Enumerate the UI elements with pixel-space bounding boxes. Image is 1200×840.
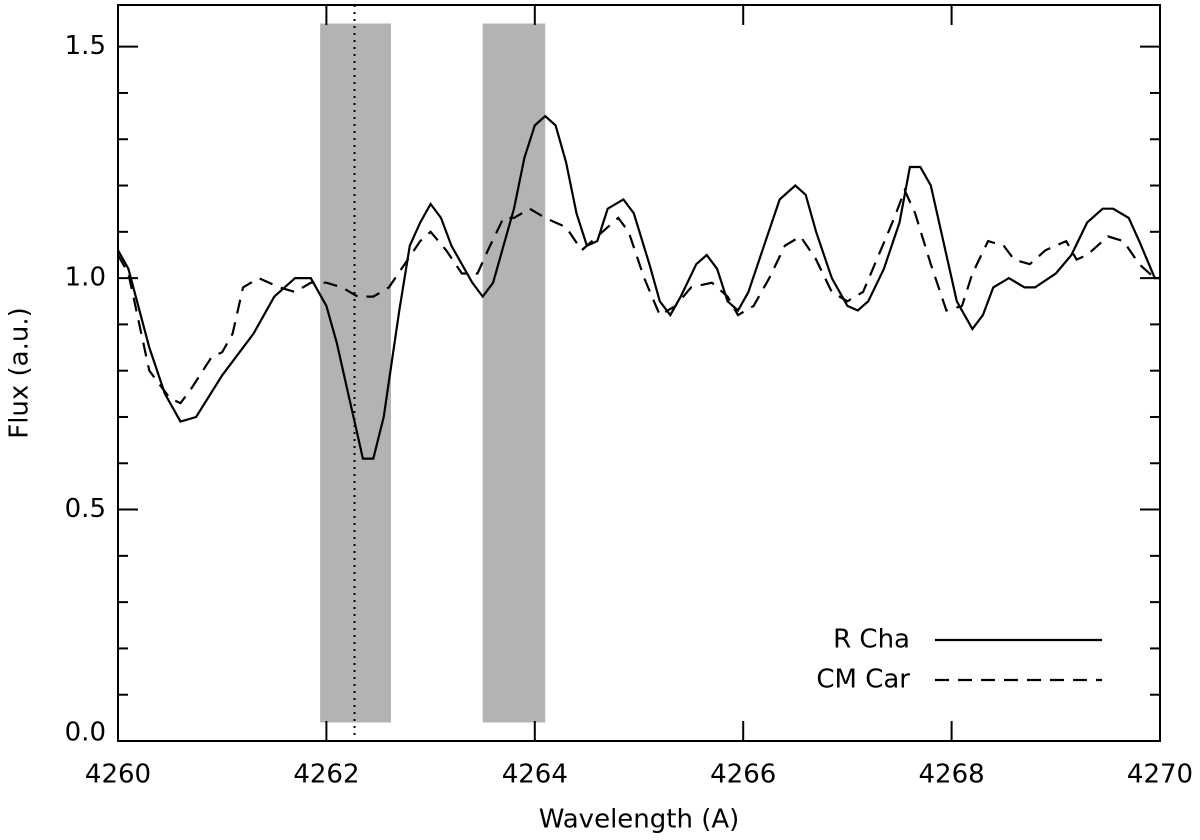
legend-label: R Cha	[833, 625, 910, 655]
x-tick-label: 4266	[710, 760, 776, 790]
x-tick-label: 4260	[85, 760, 151, 790]
y-axis-label: Flux (a.u.)	[5, 307, 35, 439]
y-tick-label: 1.5	[65, 31, 106, 61]
plot-frame	[117, 4, 1161, 742]
x-tick-label: 4270	[1127, 760, 1193, 790]
x-tick-label: 4262	[293, 760, 359, 790]
y-tick-label: 0.5	[65, 494, 106, 524]
series-line	[117, 187, 1160, 405]
y-tick-label: 0.0	[65, 718, 106, 748]
x-tick-label: 4264	[502, 760, 568, 790]
x-tick-label: 4268	[919, 760, 985, 790]
shaded-region	[482, 23, 546, 723]
series-line	[117, 114, 1160, 460]
legend-label: CM Car	[816, 665, 910, 695]
shaded-region	[320, 23, 392, 723]
y-tick-label: 1.0	[65, 263, 106, 293]
x-axis-label: Wavelength (A)	[539, 805, 740, 835]
